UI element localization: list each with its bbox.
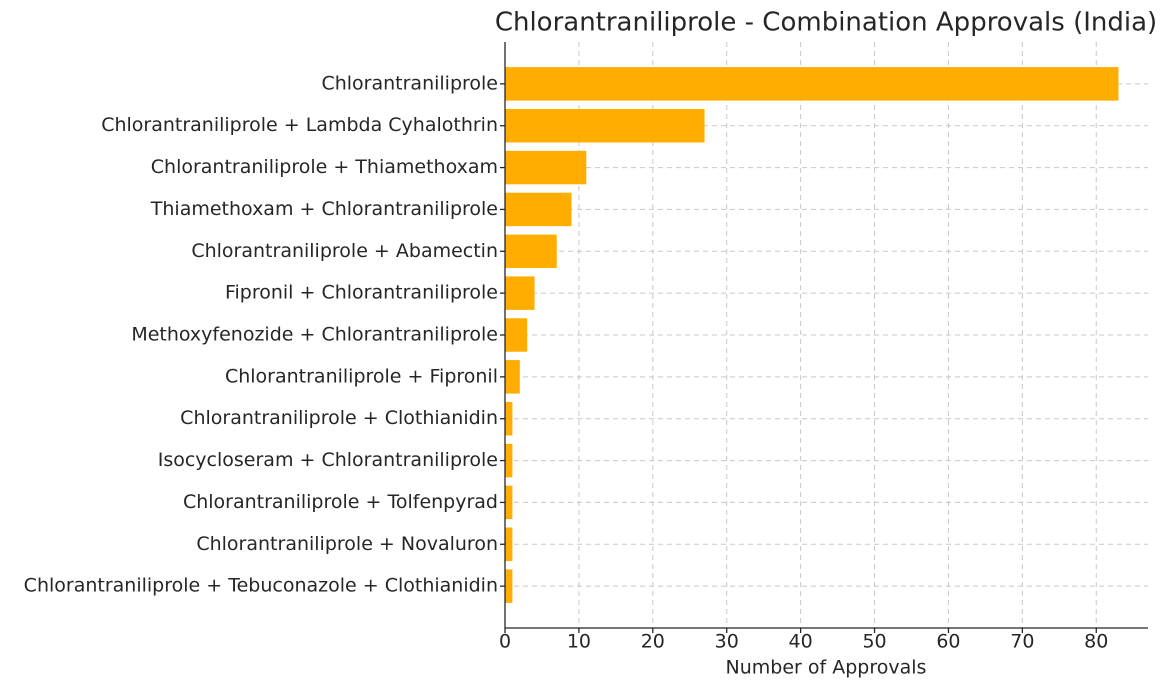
bar bbox=[505, 108, 705, 143]
bar bbox=[505, 150, 587, 185]
bar bbox=[505, 234, 557, 269]
bar bbox=[505, 276, 535, 310]
x-tick-label: 10 bbox=[567, 631, 591, 653]
x-tick-label: 50 bbox=[862, 631, 886, 653]
y-tick-label: Chlorantraniliprole + Clothianidin bbox=[180, 407, 498, 429]
y-tick-label: Isocycloseram + Chlorantraniliprole bbox=[158, 449, 498, 471]
y-tick-label: Chlorantraniliprole + Thiamethoxam bbox=[151, 156, 498, 178]
x-axis-label: Number of Approvals bbox=[726, 657, 927, 679]
y-tick-label: Chlorantraniliprole + Tebuconazole + Clo… bbox=[24, 575, 498, 597]
x-tick-label: 20 bbox=[641, 631, 665, 653]
y-tick-label: Chlorantraniliprole + Tolfenpyrad bbox=[183, 491, 498, 513]
bar bbox=[505, 485, 513, 520]
bar bbox=[505, 443, 513, 478]
y-tick-label: Chlorantraniliprole bbox=[321, 72, 498, 94]
x-tick-label: 80 bbox=[1084, 631, 1108, 653]
y-tick-label: Methoxyfenozide + Chlorantraniliprole bbox=[131, 324, 498, 346]
bar bbox=[505, 569, 513, 603]
bar bbox=[505, 318, 528, 352]
x-tick-label: 40 bbox=[789, 631, 813, 653]
x-tick-label: 60 bbox=[936, 631, 960, 653]
y-tick-label: Chlorantraniliprole + Fipronil bbox=[225, 365, 498, 387]
bar bbox=[505, 527, 513, 562]
bar bbox=[505, 360, 520, 394]
y-tick-label: Chlorantraniliprole + Abamectin bbox=[191, 240, 498, 262]
x-tick-label: 70 bbox=[1010, 631, 1034, 653]
bar bbox=[505, 192, 572, 227]
y-tick-label: Fipronil + Chlorantraniliprole bbox=[225, 282, 498, 304]
chart-title: Chlorantraniliprole - Combination Approv… bbox=[495, 8, 1157, 38]
y-tick-label: Thiamethoxam + Chlorantraniliprole bbox=[150, 198, 498, 220]
y-tick-label: Chlorantraniliprole + Novaluron bbox=[196, 533, 498, 555]
bar bbox=[505, 67, 1119, 101]
x-tick-label: 30 bbox=[715, 631, 739, 653]
y-tick-label: Chlorantraniliprole + Lambda Cyhalothrin bbox=[101, 114, 498, 136]
bar bbox=[505, 401, 513, 436]
x-tick-label: 0 bbox=[499, 631, 511, 653]
